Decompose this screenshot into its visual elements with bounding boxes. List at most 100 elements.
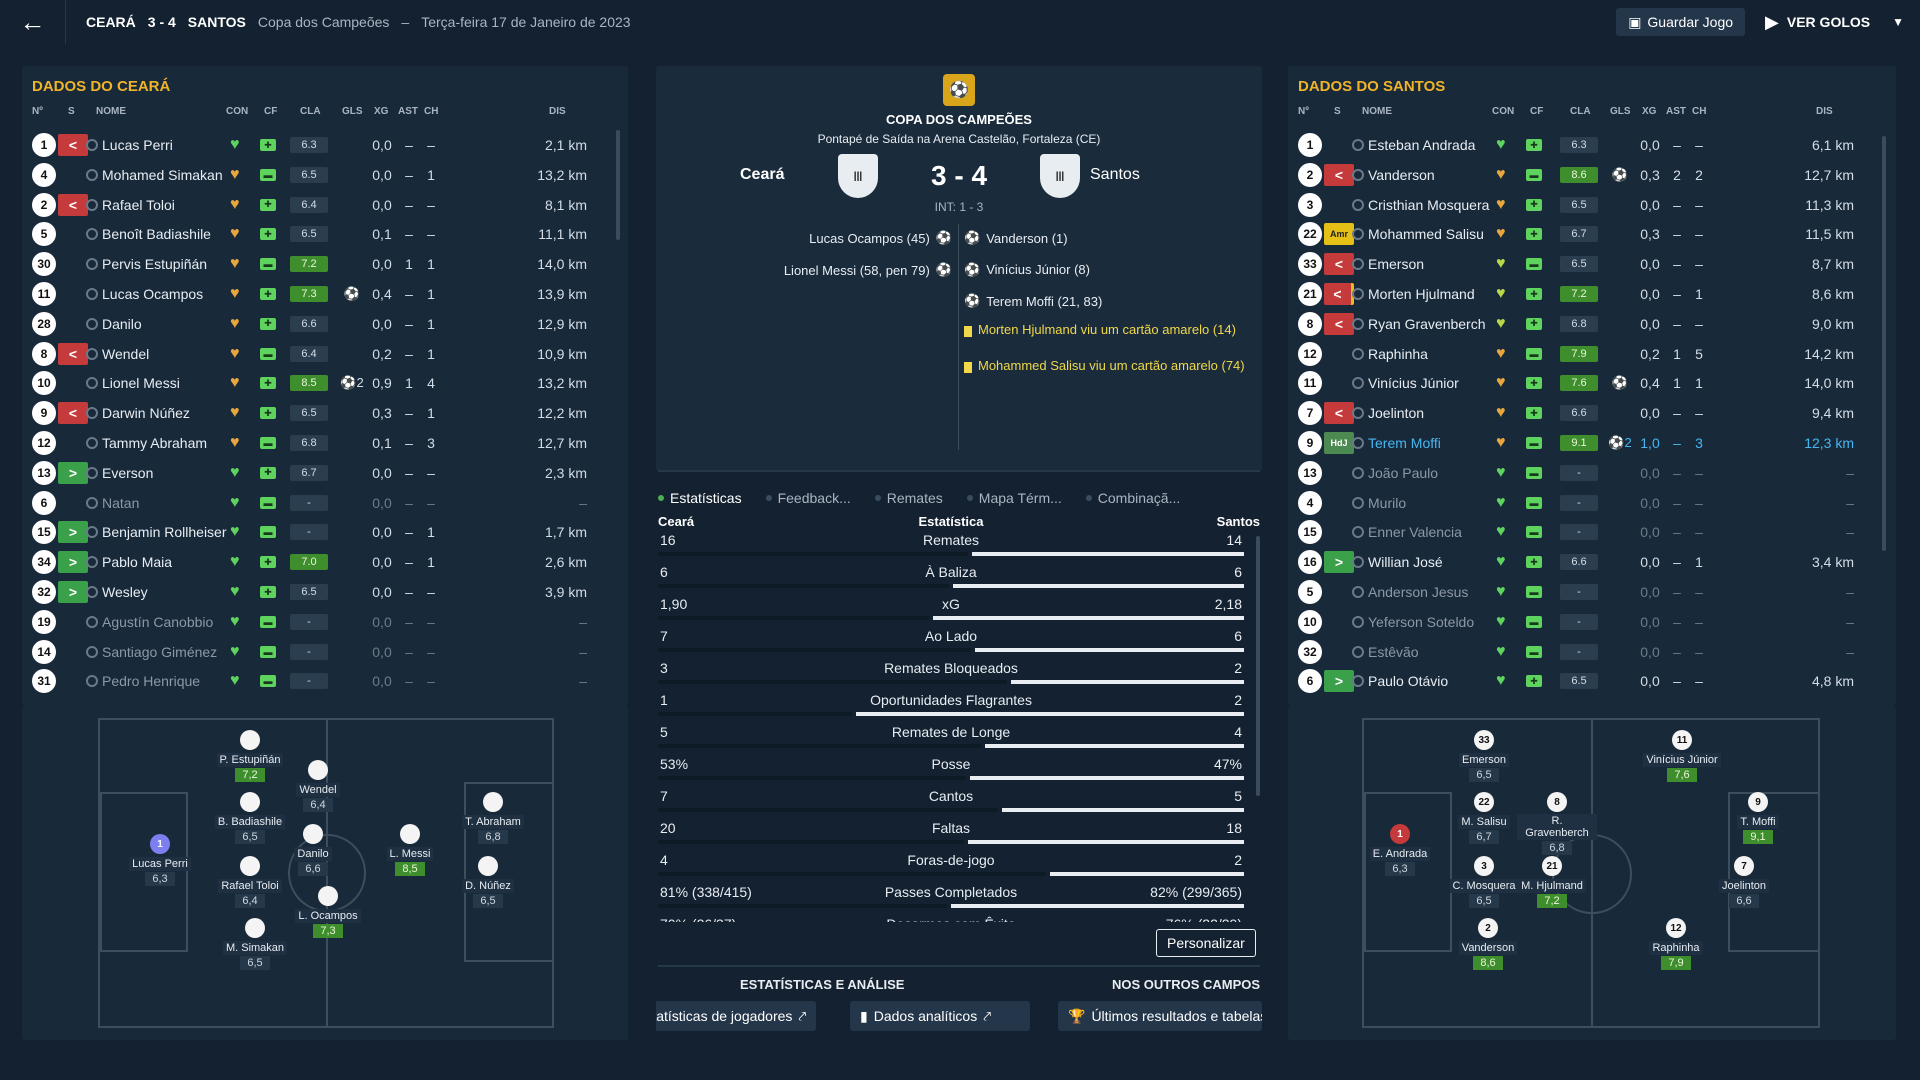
- player-name[interactable]: Paulo Otávio: [1368, 673, 1449, 690]
- player-marker[interactable]: 7: [1734, 856, 1754, 876]
- formation-player[interactable]: Rafael Toloi 6,4: [210, 856, 290, 908]
- player-name[interactable]: Benoît Badiashile: [102, 226, 211, 243]
- player-row[interactable]: 33 < Emerson ♥ ▬ 6.5 0,0– –8,7 km: [1288, 249, 1896, 279]
- player-name[interactable]: Vanderson: [1368, 166, 1435, 183]
- formation-player[interactable]: L. Messi 8,5: [370, 824, 450, 876]
- player-row[interactable]: 1 < Lucas Perri ♥ ✚ 6.3 0,0– –2,1 km: [22, 130, 628, 160]
- player-stats-button[interactable]: Estatísticas de jogadores ⤤: [656, 1001, 816, 1031]
- player-name[interactable]: Willian José: [1368, 554, 1443, 571]
- player-name[interactable]: Benjamin Rollheiser: [102, 524, 227, 541]
- stats-scrollbar[interactable]: [1256, 536, 1260, 796]
- player-marker[interactable]: 2: [1478, 918, 1498, 938]
- player-row[interactable]: 15 Enner Valencia ♥ ▬ -0,0– – –: [1288, 517, 1896, 547]
- player-row[interactable]: 11 Lucas Ocampos ♥ ✚ 7.3 ⚽ 0,4–1 13,9 km: [22, 279, 628, 309]
- player-name[interactable]: Lucas Perri: [102, 137, 173, 153]
- player-marker[interactable]: 9: [1748, 792, 1768, 812]
- player-marker[interactable]: [308, 760, 328, 780]
- tab-combinations[interactable]: Combinaçã...: [1085, 490, 1180, 506]
- col-header-nome[interactable]: NOME: [96, 106, 126, 117]
- player-marker[interactable]: 1: [1390, 824, 1410, 844]
- player-row[interactable]: 13 João Paulo ♥ ▬ -0,0– – –: [1288, 458, 1896, 488]
- player-name[interactable]: Pervis Estupiñán: [102, 256, 208, 273]
- player-name[interactable]: Mohammed Salisu: [1368, 226, 1484, 243]
- player-name[interactable]: Ryan Gravenberch: [1368, 315, 1486, 332]
- player-row[interactable]: 7 < Joelinton ♥ ✚ 6.6 0,0– –9,4 km: [1288, 398, 1896, 428]
- player-name[interactable]: Mohamed Simakan: [102, 166, 223, 183]
- player-row[interactable]: 3 Cristhian Mosquera ♥ ✚ 6.5 0,0– –11,3 km: [1288, 190, 1896, 220]
- formation-player[interactable]: M. Simakan 6,5: [215, 918, 295, 970]
- player-marker[interactable]: [303, 824, 323, 844]
- player-name[interactable]: Yeferson Soteldo: [1368, 613, 1475, 630]
- player-row[interactable]: 14 Santiago Giménez ♥ ▬ -0,0– – –: [22, 637, 628, 667]
- player-name[interactable]: Pablo Maia: [102, 554, 173, 571]
- player-name[interactable]: Morten Hjulmand: [1368, 286, 1475, 302]
- player-marker[interactable]: 22: [1474, 792, 1494, 812]
- player-name[interactable]: Darwin Núñez: [102, 405, 190, 422]
- col-header-con[interactable]: CON: [1492, 106, 1515, 117]
- player-row[interactable]: 9 < Darwin Núñez ♥ ✚ 6.5 0,3–1 12,2 km: [22, 398, 628, 428]
- player-marker[interactable]: [318, 886, 338, 906]
- formation-player[interactable]: 7 Joelinton 6,6: [1704, 856, 1784, 908]
- player-name[interactable]: Raphinha: [1368, 345, 1428, 362]
- col-header-xg[interactable]: XG: [374, 106, 389, 117]
- player-row[interactable]: 19 Agustín Canobbio ♥ ▬ -0,0– – –: [22, 607, 628, 637]
- col-header-ast[interactable]: AST: [1666, 106, 1686, 117]
- player-row[interactable]: 22 Amr Mohammed Salisu ♥ ✚ 6.7 0,3– –11,5 km: [1288, 219, 1896, 249]
- formation-player[interactable]: 11 Vinícius Júnior 7,6: [1642, 730, 1722, 782]
- tab-statistics[interactable]: Estatísticas: [658, 490, 742, 506]
- formation-player[interactable]: B. Badiashile 6,5: [210, 792, 290, 844]
- player-name[interactable]: João Paulo: [1368, 464, 1439, 481]
- formation-player[interactable]: 12 Raphinha 7,9: [1636, 918, 1716, 970]
- player-name[interactable]: Pedro Henrique: [102, 673, 201, 690]
- save-game-button[interactable]: ▣ Guardar Jogo: [1616, 8, 1746, 36]
- player-name[interactable]: Everson: [102, 464, 154, 481]
- player-row[interactable]: 30 Pervis Estupiñán ♥ ▬ 7.2 0,0 1 1 14,0 km: [22, 249, 628, 279]
- player-row[interactable]: 10 Lionel Messi ♥ ✚ 8.5 ⚽2 0,9 1 4 13,2 km: [22, 368, 628, 398]
- player-row[interactable]: 5 Benoît Badiashile ♥ ✚ 6.5 0,1– –11,1 km: [22, 219, 628, 249]
- player-marker[interactable]: [400, 824, 420, 844]
- tab-feedback[interactable]: Feedback...: [765, 490, 851, 506]
- player-row[interactable]: 4 Mohamed Simakan ♥ ▬ 6.5 0,0–1 13,2 km: [22, 160, 628, 190]
- player-marker[interactable]: 33: [1474, 730, 1494, 750]
- col-header-cf[interactable]: CF: [1530, 106, 1544, 117]
- player-row[interactable]: 10 Yeferson Soteldo ♥ ▬ -0,0– – –: [1288, 607, 1896, 637]
- player-marker[interactable]: [240, 856, 260, 876]
- chevron-down-icon[interactable]: ▼: [1892, 15, 1904, 29]
- player-name[interactable]: Estêvão: [1368, 643, 1419, 660]
- player-row[interactable]: 2 < Rafael Toloi ♥ ✚ 6.4 0,0– –8,1 km: [22, 190, 628, 220]
- player-row[interactable]: 12 Tammy Abraham ♥ ▬ 6.8 0,1–3 12,7 km: [22, 428, 628, 458]
- player-name[interactable]: Esteban Andrada: [1368, 137, 1476, 153]
- formation-player[interactable]: T. Abraham 6,8: [453, 792, 533, 844]
- col-header-s[interactable]: S: [1334, 106, 1341, 117]
- player-row[interactable]: 2 < Vanderson ♥ ▬ 8.6 ⚽ 0,3 2 2 12,7 km: [1288, 160, 1896, 190]
- col-header-nome[interactable]: NOME: [1362, 106, 1392, 117]
- formation-player[interactable]: L. Ocampos 7,3: [288, 886, 368, 938]
- col-header-num[interactable]: Nº: [32, 106, 43, 117]
- player-name[interactable]: Joelinton: [1368, 405, 1425, 422]
- player-row[interactable]: 6 > Paulo Otávio ♥ ✚ 6.5 0,0– –4,8 km: [1288, 666, 1896, 696]
- player-row[interactable]: 9 HdJ Terem Moffi ♥ ▬ 9.1 ⚽2 1,0–3 12,3 km: [1288, 428, 1896, 458]
- col-header-ast[interactable]: AST: [398, 106, 418, 117]
- player-row[interactable]: 31 Pedro Henrique ♥ ▬ -0,0– – –: [22, 666, 628, 696]
- player-marker[interactable]: [245, 918, 265, 938]
- player-row[interactable]: 6 Natan ♥ ▬ -0,0– – –: [22, 488, 628, 518]
- col-header-dis[interactable]: DIS: [549, 106, 566, 117]
- formation-player[interactable]: 2 Vanderson 8,6: [1448, 918, 1528, 970]
- player-name[interactable]: Lionel Messi: [102, 375, 180, 392]
- player-marker[interactable]: 1: [150, 834, 170, 854]
- player-name[interactable]: Agustín Canobbio: [102, 613, 214, 630]
- player-row[interactable]: 21 < Morten Hjulmand ♥ ✚ 7.2 0,0–1 8,6 km: [1288, 279, 1896, 309]
- player-row[interactable]: 13 > Everson ♥ ✚ 6.7 0,0– –2,3 km: [22, 458, 628, 488]
- player-marker[interactable]: 8: [1547, 792, 1567, 812]
- col-header-dis[interactable]: DIS: [1816, 106, 1833, 117]
- player-name[interactable]: Tammy Abraham: [102, 435, 208, 451]
- col-header-cla[interactable]: CLA: [1570, 106, 1591, 117]
- player-row[interactable]: 4 Murilo ♥ ▬ -0,0– – –: [1288, 488, 1896, 518]
- player-marker[interactable]: [240, 792, 260, 812]
- formation-player[interactable]: 22 M. Salisu 6,7: [1444, 792, 1524, 844]
- player-name[interactable]: Vinícius Júnior: [1368, 375, 1459, 392]
- player-name[interactable]: Rafael Toloi: [102, 196, 175, 213]
- player-row[interactable]: 12 Raphinha ♥ ▬ 7.9 0,2 1 5 14,2 km: [1288, 339, 1896, 369]
- player-row[interactable]: 34 > Pablo Maia ♥ ✚ 7.0 0,0–1 2,6 km: [22, 547, 628, 577]
- analytics-button[interactable]: ▮ Dados analíticos ⤤: [850, 1001, 1030, 1031]
